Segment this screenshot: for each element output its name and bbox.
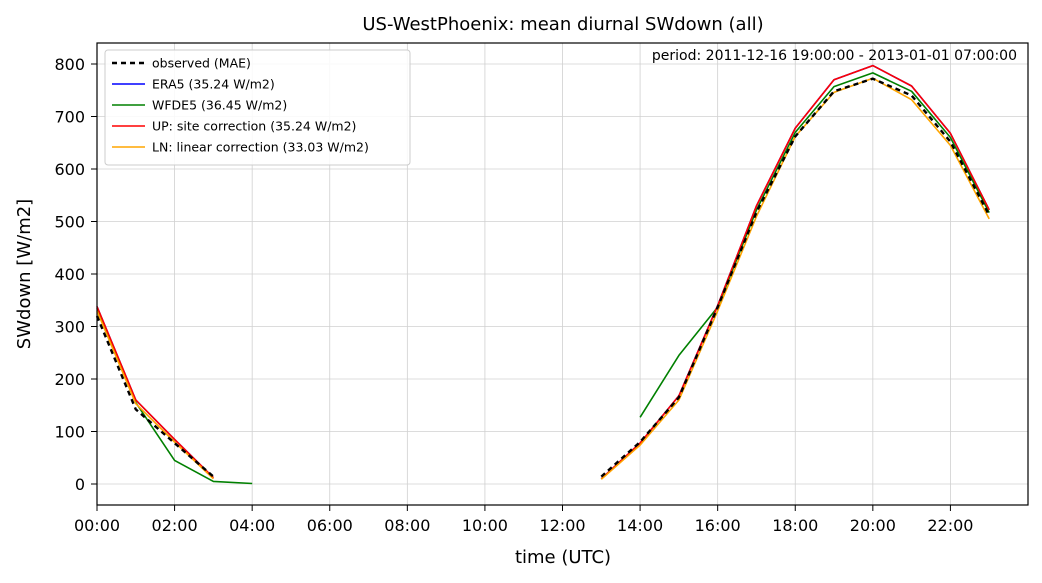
series-line-ln-linear-correction-33-03-w-m2: [96, 310, 214, 480]
series-line-observed-mae: [95, 315, 215, 478]
y-tick-label: 500: [54, 213, 85, 232]
x-axis-label: time (UTC): [515, 547, 611, 568]
series-line-wfde5-36-45-w-m2: [639, 72, 990, 418]
legend: observed (MAE) ERA5 (35.24 W/m2) WFDE5 (36…: [104, 49, 411, 166]
y-axis-label: SWdown [W/m2]: [14, 199, 35, 349]
x-tick-label: 12:00: [539, 516, 585, 535]
y-tick-label: 600: [54, 160, 85, 179]
y-tick-label: 800: [54, 55, 85, 74]
y-tick-label: 200: [54, 370, 85, 389]
x-tick-label: 06:00: [307, 516, 353, 535]
series-lines: [95, 64, 991, 485]
series-line-up-site-correction-35-24-w-m2: [96, 306, 214, 479]
legend-label: ERA5 (35.24 W/m2): [152, 77, 275, 92]
legend-box: [104, 49, 411, 166]
chart-title: US-WestPhoenix: mean diurnal SWdown (all…: [362, 14, 763, 35]
x-tick-label: 22:00: [927, 516, 973, 535]
y-tick-label: 0: [75, 475, 85, 494]
x-tick-label: 16:00: [695, 516, 741, 535]
series-line-observed-mae: [600, 77, 991, 478]
y-tick-label: 400: [54, 265, 85, 284]
axis-ticks: 00:00 02:00 04:00 06:00 08:00 10:00 12:00 14:00…: [54, 55, 973, 535]
y-tick-label: 700: [54, 108, 85, 127]
x-tick-label: 04:00: [229, 516, 275, 535]
y-tick-label: 300: [54, 318, 85, 337]
x-tick-label: 10:00: [462, 516, 508, 535]
x-tick-label: 18:00: [772, 516, 818, 535]
period-annotation: period: 2011-12-16 19:00:00 - 2013-01-01…: [652, 48, 1017, 64]
series-line-era5-35-24-w-m2: [96, 306, 214, 479]
grid-lines: [96, 43, 1028, 505]
x-tick-label: 08:00: [384, 516, 430, 535]
legend-label: WFDE5 (36.45 W/m2): [152, 98, 287, 113]
x-tick-label: 20:00: [850, 516, 896, 535]
y-tick-label: 100: [54, 423, 85, 442]
x-tick-label: 02:00: [152, 516, 198, 535]
x-tick-label: 00:00: [74, 516, 120, 535]
legend-label: UP: site correction (35.24 W/m2): [152, 119, 356, 134]
legend-label: LN: linear correction (33.03 W/m2): [152, 140, 369, 155]
legend-label: observed (MAE): [152, 56, 251, 71]
x-tick-label: 14:00: [617, 516, 663, 535]
